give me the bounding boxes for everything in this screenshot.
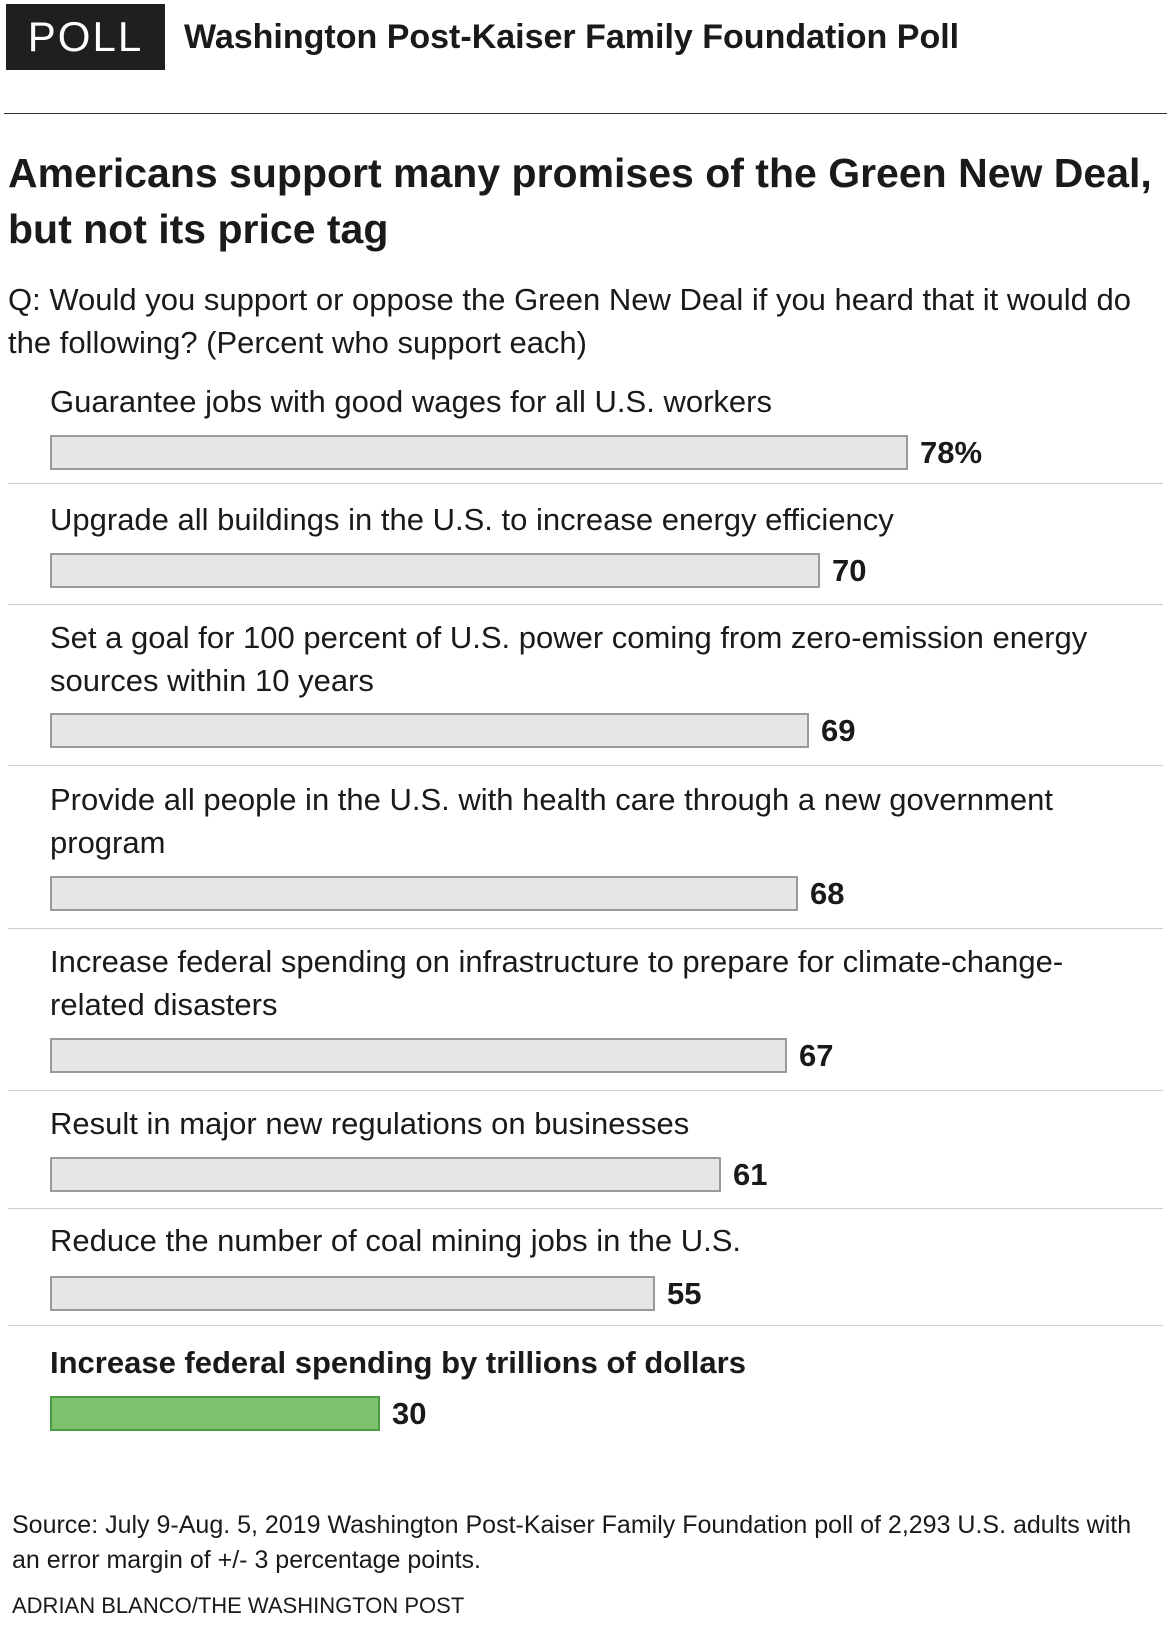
- value-label: 67: [799, 1038, 834, 1073]
- bar-highlight: [50, 1396, 380, 1431]
- category-label: Upgrade all buildings in the U.S. to inc…: [50, 502, 894, 537]
- row-divider: [8, 1090, 1163, 1091]
- poll-badge: POLL: [6, 4, 165, 70]
- poll-name: Washington Post-Kaiser Family Foundation…: [184, 18, 960, 56]
- category-label: Increase federal spending on infrastruct…: [50, 944, 1064, 1022]
- category-label: Provide all people in the U.S. with heal…: [50, 782, 1053, 860]
- bar: [50, 876, 798, 911]
- bar: [50, 1157, 721, 1192]
- value-label: 61: [733, 1157, 768, 1192]
- row-divider: [8, 765, 1163, 766]
- row-divider: [8, 1325, 1163, 1326]
- row-divider: [8, 1208, 1163, 1209]
- value-label: 55: [667, 1276, 702, 1311]
- category-label: Reduce the number of coal mining jobs in…: [50, 1223, 741, 1258]
- bar: [50, 435, 908, 470]
- bar: [50, 553, 820, 588]
- chart-title: Americans support many promises of the G…: [8, 150, 1152, 252]
- row-divider: [8, 604, 1163, 605]
- bar: [50, 713, 809, 748]
- value-label: 78%: [920, 435, 983, 470]
- bar: [50, 1038, 787, 1073]
- chart-subtitle: Q: Would you support or oppose the Green…: [8, 282, 1131, 360]
- value-label: 68: [810, 876, 845, 911]
- row-divider: [8, 483, 1163, 484]
- source-note: Source: July 9-Aug. 5, 2019 Washington P…: [12, 1511, 1132, 1574]
- header-rule: [4, 113, 1167, 114]
- category-label: Guarantee jobs with good wages for all U…: [50, 384, 772, 419]
- category-label: Result in major new regulations on busin…: [50, 1106, 690, 1141]
- bar: [50, 1276, 655, 1311]
- row-divider: [8, 928, 1163, 929]
- value-label: 69: [821, 713, 856, 748]
- category-label: Increase federal spending by trillions o…: [50, 1345, 746, 1380]
- credit-line: ADRIAN BLANCO/THE WASHINGTON POST: [12, 1593, 465, 1618]
- value-label: 70: [832, 553, 867, 588]
- value-label: 30: [392, 1396, 427, 1431]
- category-label: Set a goal for 100 percent of U.S. power…: [50, 620, 1088, 698]
